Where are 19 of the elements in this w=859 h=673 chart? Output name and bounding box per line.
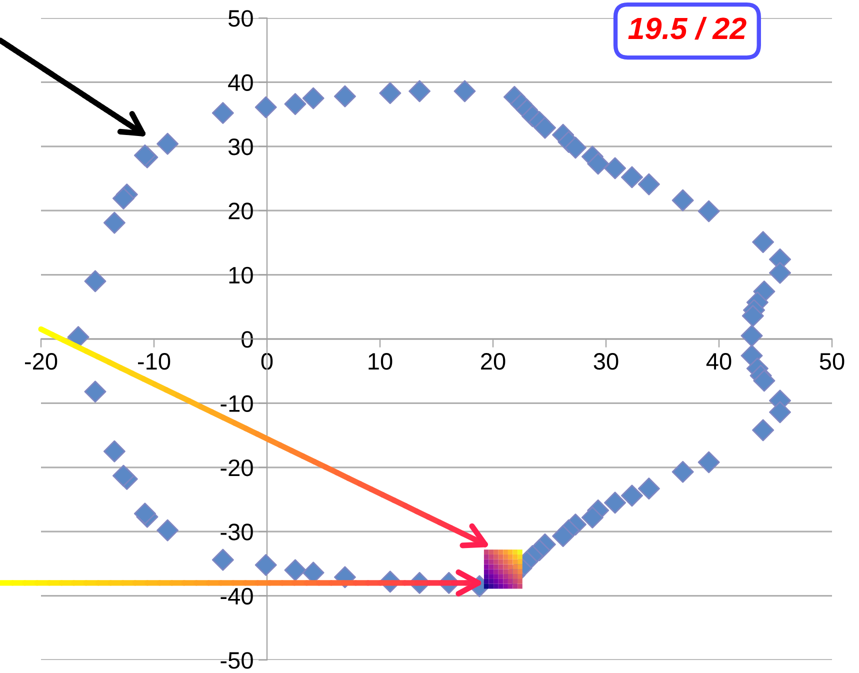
x-tick-label: 40 <box>706 353 732 370</box>
y-tick-label: -50 <box>220 652 253 669</box>
y-tick-label: -30 <box>220 524 253 540</box>
x-tick-label: -10 <box>138 353 170 370</box>
y-tick-label: -10 <box>220 395 253 412</box>
y-tick-label: 20 <box>228 202 253 220</box>
x-tick-label: 20 <box>481 353 506 370</box>
y-tick-label: 10 <box>229 266 253 284</box>
y-tick-label: 50 <box>228 10 253 27</box>
x-tick-label: 10 <box>368 353 392 370</box>
x-tick-label: 0 <box>261 353 273 370</box>
x-tick-label: 30 <box>594 353 618 370</box>
annotation: 19.5 / 22 <box>628 16 746 40</box>
y-tick-label: -20 <box>220 459 253 476</box>
x-tick-label: -20 <box>24 353 58 370</box>
y-tick-label: 30 <box>228 138 253 156</box>
y-tick-label: -40 <box>220 588 253 605</box>
y-tick-label: 40 <box>228 74 253 91</box>
x-tick-label: 50 <box>820 353 844 370</box>
